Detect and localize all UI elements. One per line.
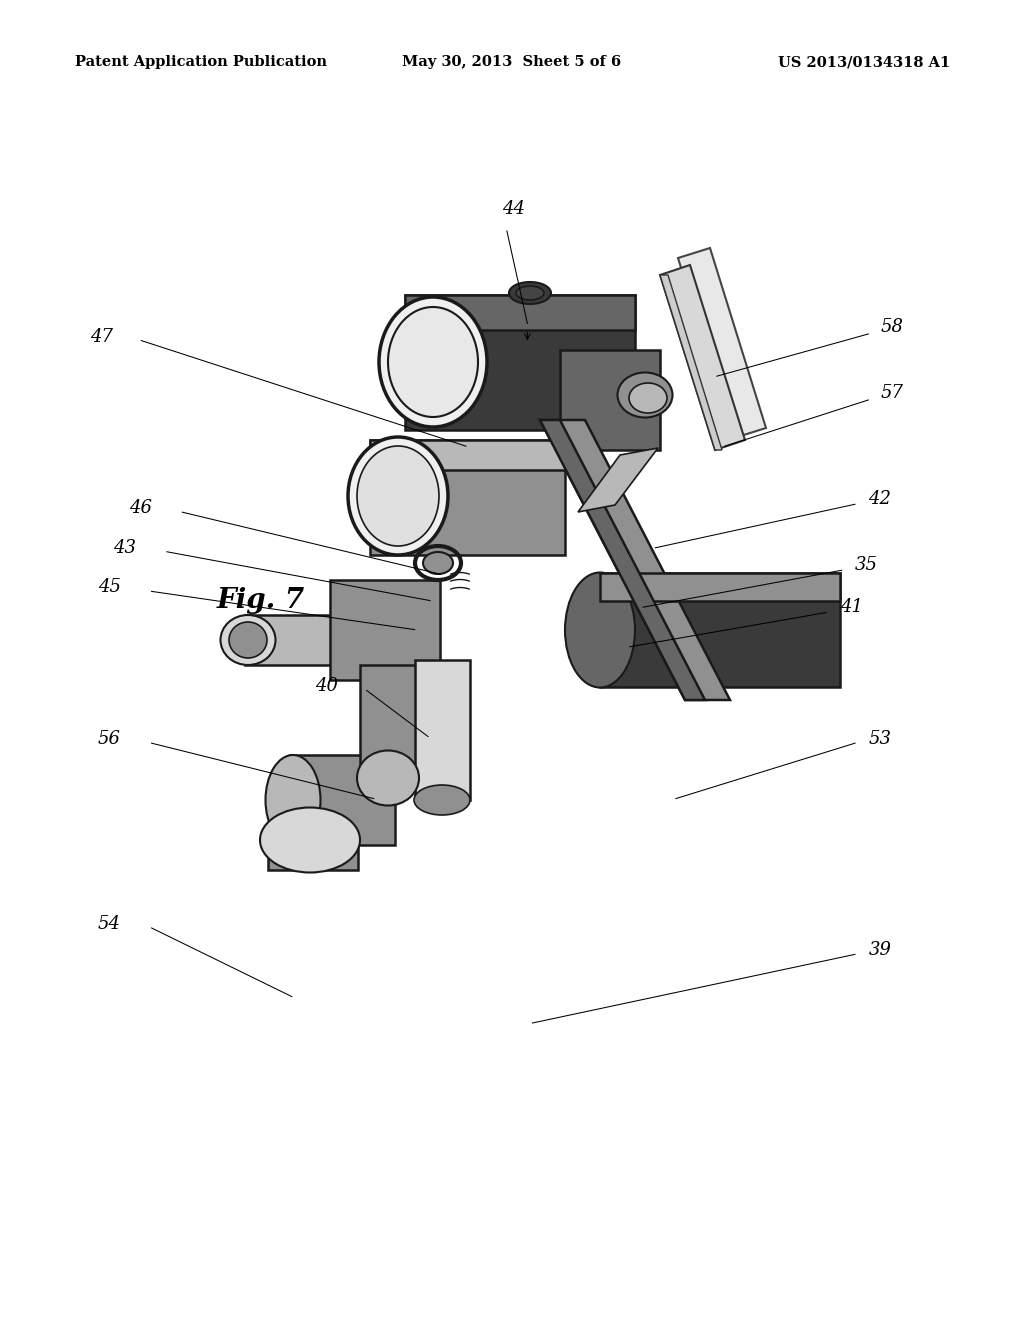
Polygon shape bbox=[245, 615, 380, 665]
Polygon shape bbox=[540, 420, 730, 700]
Text: 54: 54 bbox=[98, 915, 121, 933]
Ellipse shape bbox=[348, 437, 449, 554]
Polygon shape bbox=[600, 573, 840, 686]
Ellipse shape bbox=[379, 297, 487, 426]
Ellipse shape bbox=[516, 286, 544, 300]
Ellipse shape bbox=[229, 622, 267, 657]
Text: 47: 47 bbox=[90, 327, 113, 346]
Ellipse shape bbox=[629, 383, 667, 413]
Ellipse shape bbox=[388, 308, 478, 417]
Polygon shape bbox=[600, 573, 840, 601]
Polygon shape bbox=[406, 294, 635, 330]
Polygon shape bbox=[415, 660, 470, 800]
Text: 44: 44 bbox=[502, 199, 524, 218]
Text: 46: 46 bbox=[129, 499, 152, 517]
Polygon shape bbox=[290, 755, 395, 845]
Polygon shape bbox=[560, 350, 660, 450]
Ellipse shape bbox=[423, 552, 453, 574]
Polygon shape bbox=[678, 248, 766, 438]
Text: 43: 43 bbox=[114, 539, 136, 557]
Text: US 2013/0134318 A1: US 2013/0134318 A1 bbox=[778, 55, 950, 69]
Polygon shape bbox=[540, 420, 705, 700]
Ellipse shape bbox=[265, 755, 321, 845]
Polygon shape bbox=[660, 265, 745, 450]
Text: May 30, 2013  Sheet 5 of 6: May 30, 2013 Sheet 5 of 6 bbox=[402, 55, 622, 69]
Polygon shape bbox=[360, 665, 420, 780]
Ellipse shape bbox=[260, 808, 360, 873]
Ellipse shape bbox=[357, 751, 419, 805]
Text: 41: 41 bbox=[840, 598, 862, 616]
Text: 42: 42 bbox=[868, 490, 891, 508]
Text: 53: 53 bbox=[868, 730, 891, 748]
Text: 57: 57 bbox=[881, 384, 903, 403]
Polygon shape bbox=[330, 579, 440, 680]
Ellipse shape bbox=[414, 785, 470, 814]
Polygon shape bbox=[578, 447, 658, 512]
Ellipse shape bbox=[357, 446, 439, 546]
Polygon shape bbox=[406, 294, 635, 430]
Text: 39: 39 bbox=[868, 941, 891, 960]
Text: 58: 58 bbox=[881, 318, 903, 337]
Text: 56: 56 bbox=[98, 730, 121, 748]
Polygon shape bbox=[660, 275, 722, 450]
Polygon shape bbox=[370, 440, 565, 554]
Text: 45: 45 bbox=[98, 578, 121, 597]
Ellipse shape bbox=[220, 615, 275, 665]
Polygon shape bbox=[370, 440, 565, 470]
Text: Fig. 7: Fig. 7 bbox=[217, 587, 305, 614]
Text: 35: 35 bbox=[855, 556, 878, 574]
Polygon shape bbox=[268, 840, 358, 870]
Text: 40: 40 bbox=[315, 677, 338, 696]
Ellipse shape bbox=[509, 282, 551, 304]
Ellipse shape bbox=[565, 573, 635, 688]
Ellipse shape bbox=[617, 372, 673, 417]
Text: Patent Application Publication: Patent Application Publication bbox=[75, 55, 327, 69]
